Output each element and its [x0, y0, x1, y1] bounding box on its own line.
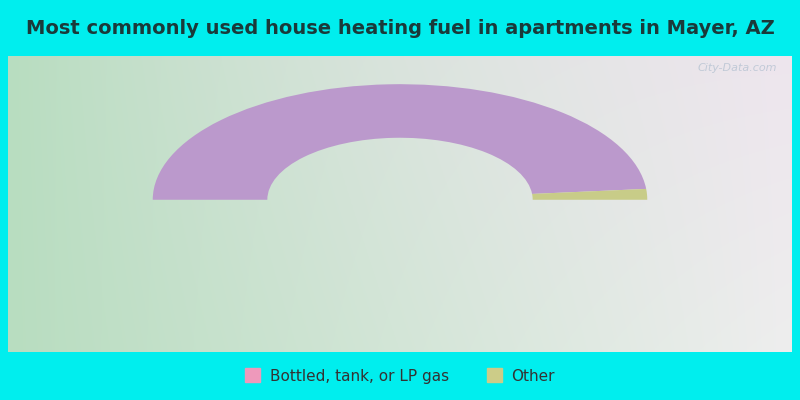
Text: City-Data.com: City-Data.com [698, 63, 777, 73]
Text: Most commonly used house heating fuel in apartments in Mayer, AZ: Most commonly used house heating fuel in… [26, 19, 774, 38]
Wedge shape [532, 189, 647, 200]
Legend: Bottled, tank, or LP gas, Other: Bottled, tank, or LP gas, Other [239, 362, 561, 390]
Wedge shape [153, 84, 646, 200]
